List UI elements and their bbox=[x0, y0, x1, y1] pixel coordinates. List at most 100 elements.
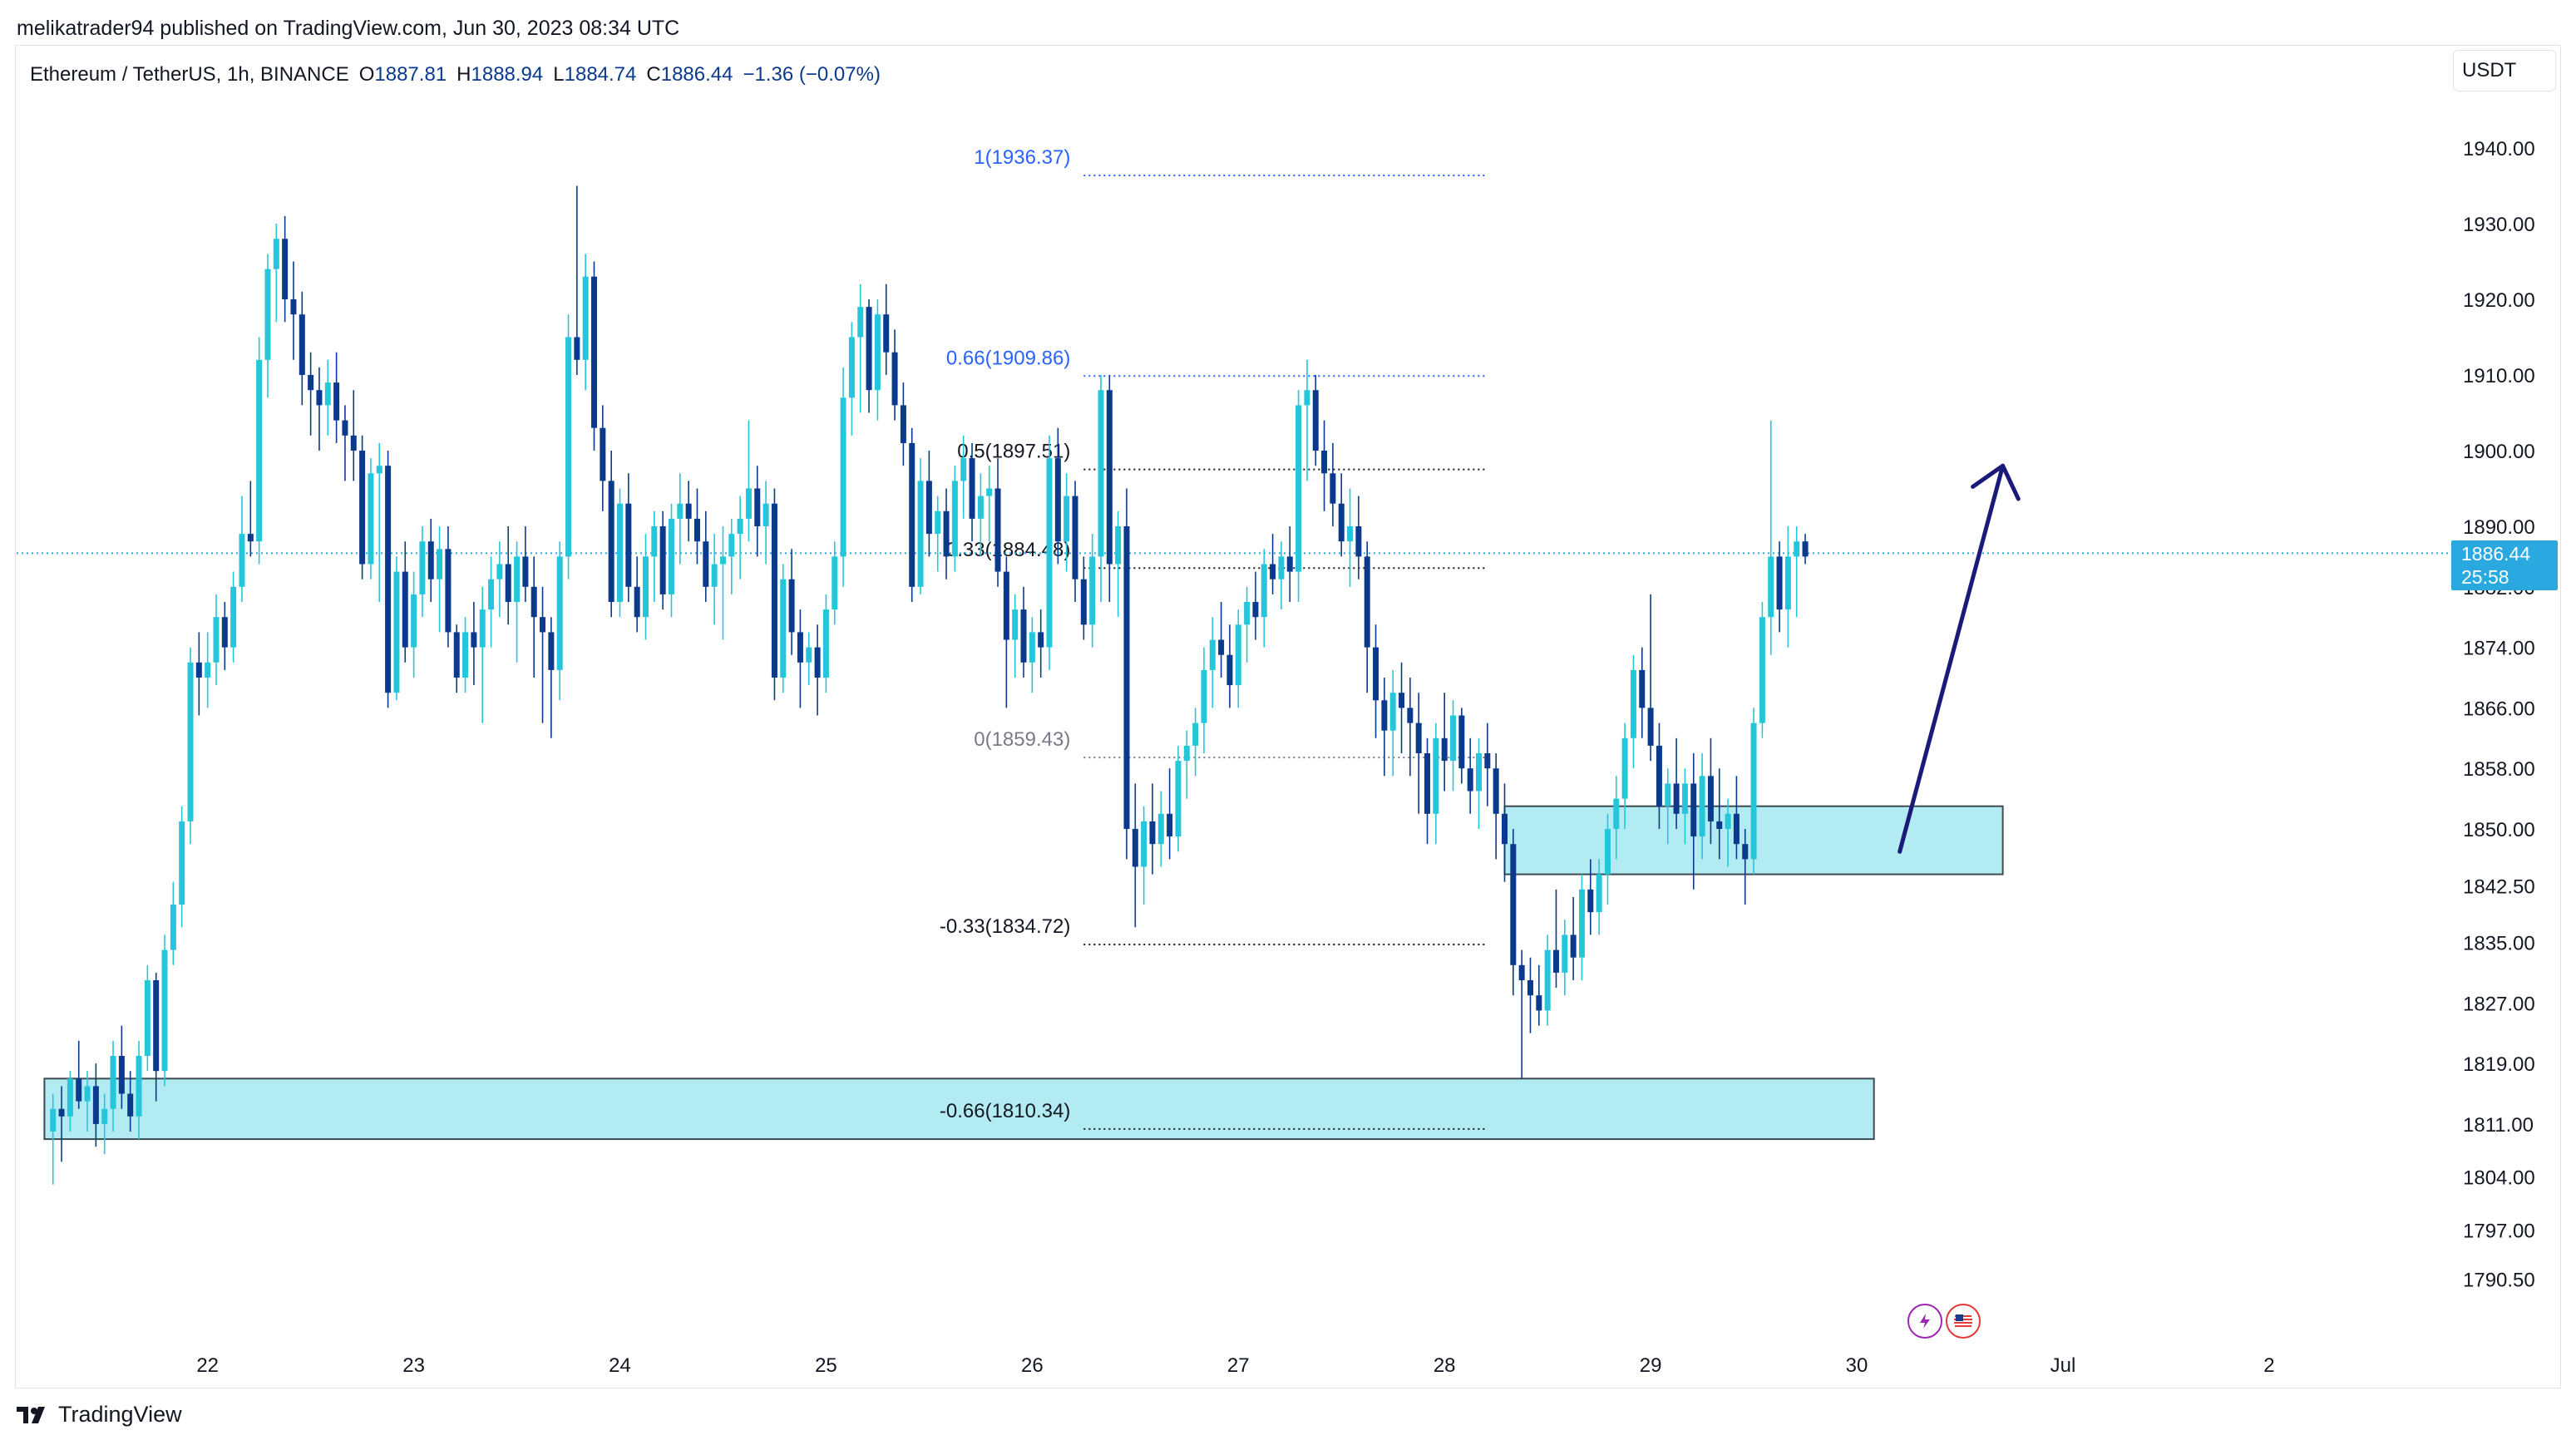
candle bbox=[1750, 708, 1757, 875]
candle-body bbox=[50, 1108, 57, 1132]
fib-label-4: 0(1859.43) bbox=[974, 728, 1070, 751]
candle-body bbox=[385, 466, 392, 693]
candle bbox=[118, 1025, 125, 1109]
candle-body bbox=[136, 1056, 142, 1117]
candle bbox=[1433, 722, 1439, 845]
price-tick: 1811.00 bbox=[2463, 1114, 2534, 1137]
candle-body bbox=[445, 549, 452, 633]
candle bbox=[625, 473, 632, 602]
candle-body bbox=[565, 337, 572, 557]
candle bbox=[1450, 700, 1457, 792]
candle-body bbox=[1286, 556, 1293, 572]
candle-body bbox=[643, 556, 649, 618]
fib-label-5: -0.33(1834.72) bbox=[940, 915, 1070, 938]
brand-footer[interactable]: TradingView bbox=[17, 1402, 182, 1428]
candle-body bbox=[1295, 405, 1302, 572]
candle-body bbox=[1587, 889, 1594, 913]
candle-body bbox=[58, 1108, 65, 1117]
candle-body bbox=[1768, 556, 1774, 618]
candle bbox=[205, 632, 211, 708]
candle bbox=[221, 602, 228, 670]
candle bbox=[1673, 737, 1680, 829]
candle bbox=[1072, 481, 1078, 602]
candle bbox=[264, 254, 271, 398]
candle bbox=[574, 185, 580, 375]
candle-body bbox=[1020, 609, 1027, 663]
candle-body bbox=[754, 488, 761, 526]
lightning-icon[interactable] bbox=[1907, 1304, 1942, 1339]
candle bbox=[1458, 708, 1465, 784]
candle-body bbox=[1123, 526, 1130, 829]
candle bbox=[866, 299, 872, 413]
candle-body bbox=[745, 488, 752, 519]
bar-countdown: 25:58 bbox=[2461, 566, 2509, 588]
candle-body bbox=[1527, 980, 1533, 996]
candle-body bbox=[1012, 609, 1019, 640]
candle-body bbox=[1115, 526, 1122, 565]
candle bbox=[762, 481, 769, 565]
candle bbox=[1776, 541, 1783, 633]
candle bbox=[1364, 541, 1370, 693]
candle bbox=[1510, 829, 1517, 996]
candle-body bbox=[1132, 829, 1138, 867]
candle bbox=[1063, 473, 1070, 572]
candle-body bbox=[1252, 602, 1259, 618]
candle bbox=[832, 541, 838, 625]
candle-body bbox=[101, 1108, 108, 1124]
candle-body bbox=[195, 662, 202, 678]
candle bbox=[977, 473, 984, 557]
candle bbox=[1759, 602, 1765, 738]
chart-frame bbox=[15, 45, 2561, 1388]
candle-body bbox=[935, 510, 941, 535]
candle bbox=[1054, 427, 1061, 565]
candle bbox=[1149, 783, 1156, 875]
candle bbox=[101, 1093, 108, 1155]
candle-body bbox=[1003, 571, 1009, 640]
candle bbox=[935, 496, 941, 572]
candle bbox=[505, 526, 511, 625]
candle-body bbox=[376, 466, 382, 474]
candle-body bbox=[608, 481, 614, 602]
candle-body bbox=[118, 1056, 125, 1094]
candle bbox=[1544, 935, 1551, 1026]
candle-body bbox=[1381, 700, 1388, 731]
time-tick: 22 bbox=[196, 1354, 219, 1377]
candle bbox=[1407, 678, 1414, 777]
candle bbox=[282, 215, 289, 323]
candle-body bbox=[1578, 889, 1585, 958]
candle bbox=[402, 541, 408, 663]
time-axis: 22 23 24 25 26 27 28 29 30 Jul 2 bbox=[196, 1354, 2274, 1377]
candle bbox=[1621, 722, 1628, 829]
price-tick: 1890.00 bbox=[2463, 516, 2535, 539]
currency-button[interactable]: USDT bbox=[2453, 50, 2556, 91]
symbol-title[interactable]: Ethereum / TetherUS, 1h, BINANCE bbox=[30, 63, 349, 86]
candle-body bbox=[1467, 768, 1473, 792]
candle bbox=[1802, 534, 1809, 565]
candle bbox=[308, 352, 314, 436]
candle-body bbox=[1330, 473, 1336, 504]
candle-body bbox=[1244, 602, 1251, 625]
arrow-layer bbox=[1897, 463, 2021, 854]
candle bbox=[703, 510, 709, 602]
candle bbox=[1321, 420, 1328, 511]
last-price-tag: 1886.44 25:58 bbox=[2451, 540, 2558, 590]
candle bbox=[437, 526, 443, 633]
candle bbox=[479, 586, 486, 723]
candle-body bbox=[625, 503, 632, 587]
candle-body bbox=[213, 617, 220, 663]
candle bbox=[1235, 609, 1241, 708]
candle bbox=[256, 337, 263, 565]
price-tick: 1874.00 bbox=[2463, 638, 2535, 660]
candle-body bbox=[324, 382, 331, 406]
candle bbox=[556, 541, 563, 701]
candle-body bbox=[917, 481, 924, 587]
us-flag-icon[interactable] bbox=[1946, 1304, 1981, 1339]
candle bbox=[1141, 806, 1147, 905]
candle-body bbox=[205, 662, 211, 678]
event-icons bbox=[1907, 1304, 1981, 1339]
candle-body bbox=[986, 488, 993, 496]
candle bbox=[1012, 594, 1019, 678]
candle-body bbox=[1665, 783, 1671, 806]
candle-body bbox=[960, 458, 967, 481]
